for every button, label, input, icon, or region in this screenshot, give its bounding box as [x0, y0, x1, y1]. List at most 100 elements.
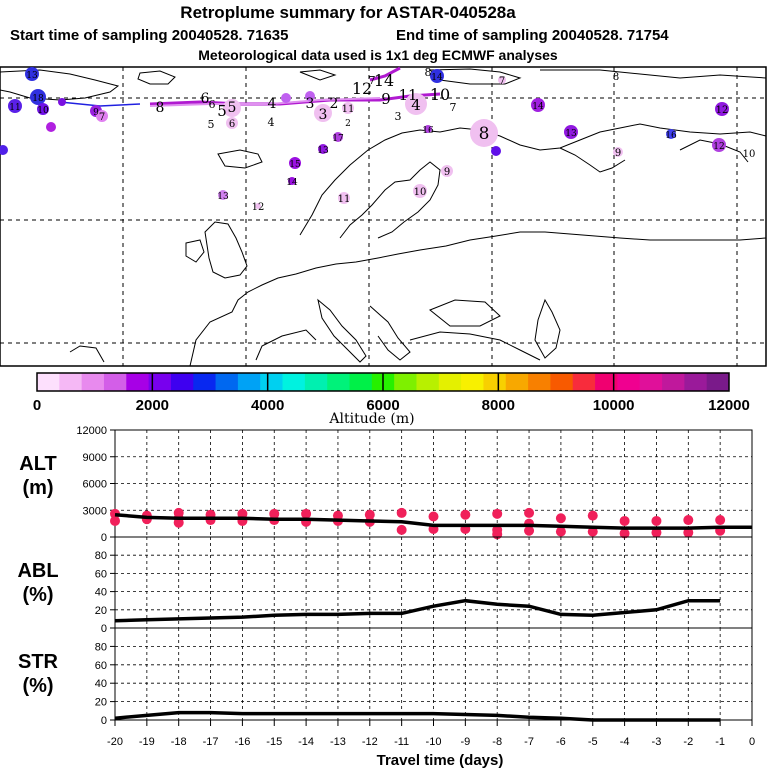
colorbar-swatch [617, 373, 641, 391]
colorbar-swatch [572, 373, 596, 391]
altitude-point [587, 526, 598, 537]
map-label-51: 7 [369, 74, 376, 87]
series-line [114, 598, 721, 623]
map-label-5: 11 [398, 86, 417, 104]
title: Retroplume summary for ASTAR-040528a [180, 3, 516, 22]
colorbar-swatch [59, 373, 83, 391]
colorbar-swatch [349, 373, 373, 391]
map-label-25: 13 [565, 129, 577, 139]
colorbar-ticks: 0 2000 4000 6000 8000 10000 12000 [33, 397, 750, 414]
map-label-38: 7 [99, 112, 105, 123]
altitude-point [492, 508, 503, 519]
y-tick-label: 60 [95, 568, 107, 580]
panel-str: 80 60 40 20 0 STR(%) [18, 627, 753, 727]
colorbar-swatch [215, 373, 239, 391]
colorbar-tick-label: 0 [33, 397, 41, 414]
meteo-note: Meteorological data used is 1x1 deg ECMW… [198, 47, 558, 63]
x-tick-label: -14 [298, 736, 314, 748]
y-tick-label: 40 [95, 678, 107, 690]
map-label-3: 10 [430, 85, 450, 104]
altitude-point [396, 507, 407, 518]
map-label-10: 4 [268, 96, 277, 112]
map-labels: 14 12 10 9 11 8 7 6 5 4 3 2 13 16 18 15 … [9, 66, 755, 213]
altitude-point [683, 515, 694, 526]
y-tick-label: 6000 [83, 479, 107, 491]
map-label-20: 8 [479, 124, 490, 144]
map-label-33: 8 [613, 72, 619, 83]
y-tick-label: 0 [101, 715, 107, 727]
map-frame [0, 66, 767, 367]
colorbar-swatch [438, 373, 462, 391]
altitude-point [460, 509, 471, 520]
x-tick-label: -3 [652, 736, 662, 748]
colorbar-tick-label: 2000 [136, 397, 169, 414]
map-label-46: 2 [345, 119, 351, 129]
colorbar-tick-label: 10000 [593, 397, 635, 414]
panel-label: ALT [19, 453, 56, 475]
map-label-26: 14 [286, 178, 298, 188]
colorbar-swatch [595, 373, 618, 391]
x-tick-label: -11 [394, 736, 409, 748]
altitude-point [651, 515, 662, 526]
x-tick-label: -16 [234, 736, 250, 748]
altitude-point [555, 526, 566, 537]
map-label-28: 4 [411, 96, 421, 114]
map-label-14: 16 [665, 131, 677, 141]
map-label-13: 13 [26, 71, 38, 81]
colorbar-tick-label: 8000 [482, 397, 515, 414]
altitude-point [396, 524, 407, 535]
altitude-point [364, 509, 375, 520]
x-tick-label: -7 [524, 736, 534, 748]
colorbar-swatch [528, 373, 551, 391]
panel-alt: 12000 9000 6000 3000 0 ALT(m) [19, 425, 753, 544]
x-tick-label: -1 [715, 736, 725, 748]
x-tick-label: -18 [171, 736, 187, 748]
map-label-36: 11 [342, 104, 355, 115]
colorbar-swatch [394, 373, 417, 391]
panel-label: STR [18, 651, 59, 673]
map-label-1: 14 [374, 71, 394, 90]
map-label-19: 13 [217, 192, 229, 202]
map-label-6: 8 [425, 66, 432, 79]
colorbar-swatch [461, 373, 484, 391]
colorbar-swatch [706, 373, 730, 391]
panel-unit: (%) [22, 675, 53, 697]
colorbar-swatch [282, 373, 306, 391]
colorbar-swatch [237, 373, 261, 391]
map-label-47: 3 [395, 110, 402, 123]
map-label-45: 14 [431, 73, 443, 83]
time-series-panels: 120009000600030000ALT(m)806040200ABL(%)8… [17, 425, 755, 748]
map-label-31: 6 [229, 119, 235, 130]
y-tick-label: 9000 [83, 452, 107, 464]
map-label-32: 7 [499, 76, 505, 87]
panel-abl: 80 60 40 20 0 ABL(%) [17, 536, 753, 635]
x-tick-label: 0 [749, 736, 755, 748]
colorbar-swatch [81, 373, 105, 391]
panel-unit: (%) [22, 584, 53, 606]
colorbar-swatch [416, 373, 440, 391]
map-label-21: 9 [444, 167, 450, 178]
altitude-point [619, 515, 630, 526]
map-label-11: 3 [306, 96, 315, 112]
map-label-44: 13 [317, 146, 329, 156]
colorbar-tick-label: 4000 [251, 397, 284, 414]
altitude-point [524, 507, 535, 518]
colorbar-swatch [148, 373, 172, 391]
y-tick-label: 60 [95, 660, 107, 672]
altitude-point [555, 513, 566, 524]
map-grid [0, 67, 766, 366]
map-label-9: 5 [217, 102, 227, 120]
altitude-point [619, 528, 630, 539]
colorbar-swatch [126, 373, 150, 391]
x-tick-label: -20 [107, 736, 123, 748]
colorbar-swatch [639, 373, 663, 391]
y-tick-label: 80 [95, 550, 107, 562]
colorbar-swatch [170, 373, 194, 391]
altitude-point [524, 525, 535, 536]
y-tick-label: 0 [101, 623, 107, 635]
altitude-point [651, 527, 662, 538]
colorbar-swatch [483, 373, 507, 391]
x-tick-label: -13 [330, 736, 346, 748]
panel-unit: (m) [22, 477, 53, 499]
